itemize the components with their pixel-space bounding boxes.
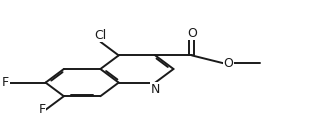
Text: F: F <box>38 103 46 116</box>
Text: O: O <box>187 27 197 40</box>
Text: Cl: Cl <box>94 29 107 42</box>
Text: N: N <box>151 83 160 96</box>
Text: O: O <box>223 57 233 70</box>
Text: F: F <box>2 76 9 89</box>
